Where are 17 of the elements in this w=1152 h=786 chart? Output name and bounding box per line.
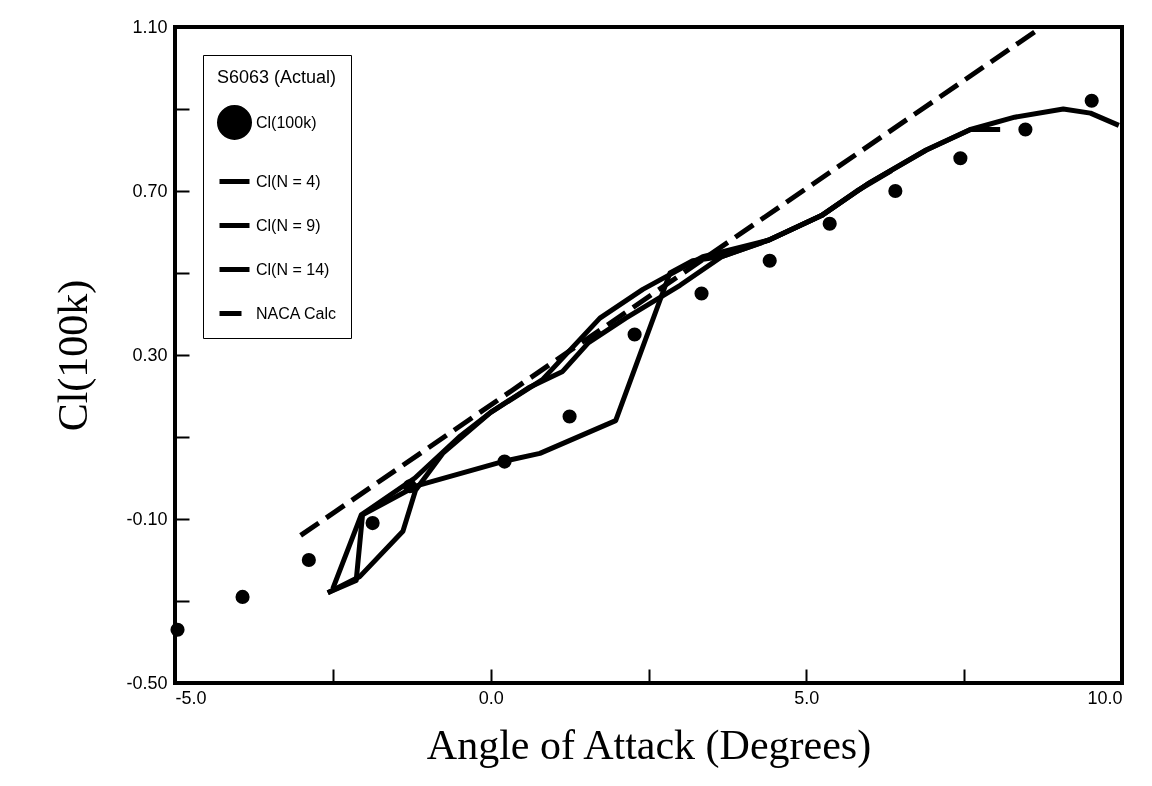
y-tick-label: 1.10 (132, 16, 168, 37)
legend-label: Cl(100k) (256, 113, 317, 131)
x-tick-label: 5.0 (794, 687, 820, 708)
y-tick-label: -0.50 (126, 672, 168, 693)
legend-label: Cl(N = 14) (256, 260, 330, 278)
legend-label: NACA Calc (256, 304, 337, 322)
legend-title: S6063 (Actual) (217, 67, 337, 87)
y-tick-label: -0.10 (126, 508, 168, 529)
x-axis-title: Angle of Attack (Degrees) (426, 721, 872, 769)
x-tick-label: 10.0 (1087, 687, 1123, 708)
x-tick-label: -5.0 (175, 687, 207, 708)
y-tick-label: 0.70 (132, 180, 168, 201)
x-tick-label: 0.0 (478, 687, 504, 708)
legend-label: Cl(N = 9) (256, 216, 321, 234)
y-axis-title: Cl(100k) (50, 279, 98, 432)
y-tick-label: 0.30 (132, 344, 168, 365)
legend-label: Cl(N = 4) (256, 172, 321, 190)
